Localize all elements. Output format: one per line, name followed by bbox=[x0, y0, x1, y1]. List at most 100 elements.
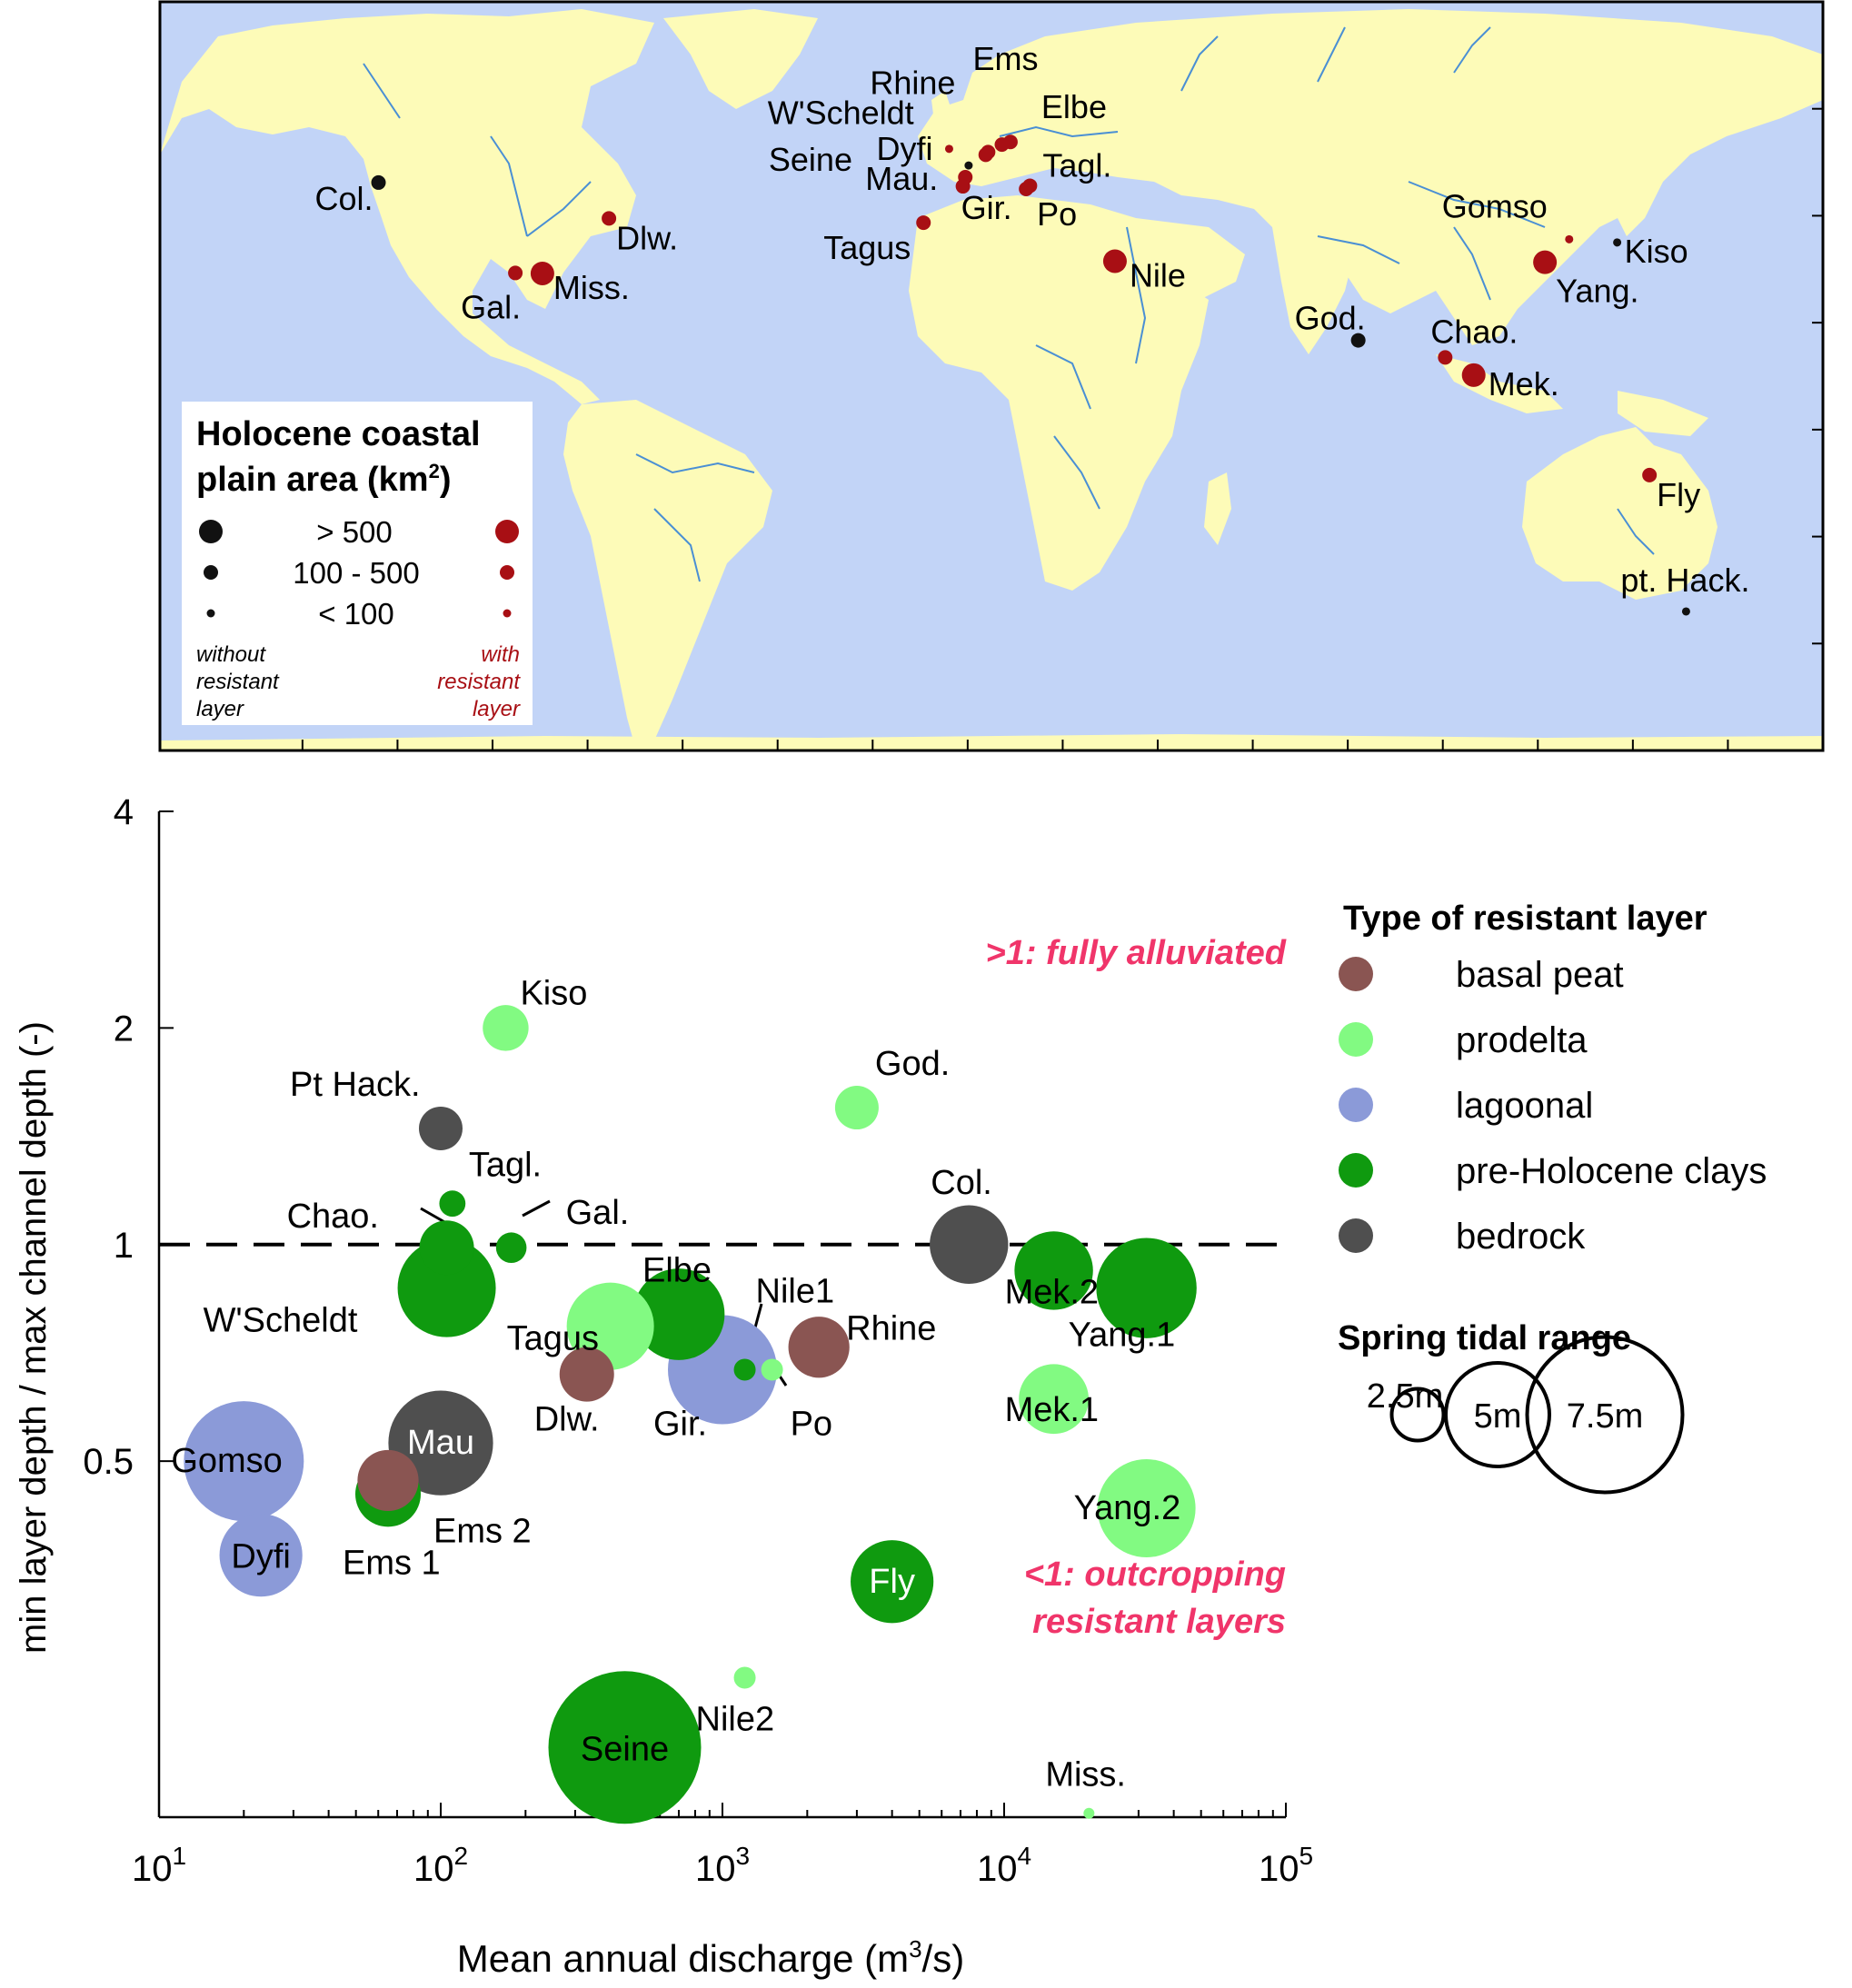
legend-size-small-black bbox=[206, 609, 215, 618]
data-point bbox=[495, 1232, 527, 1264]
data-points bbox=[184, 1005, 1197, 1824]
data-label: Dyfi bbox=[231, 1538, 290, 1576]
data-point bbox=[632, 1268, 725, 1360]
data-label: Miss. bbox=[1045, 1756, 1126, 1794]
y-tick-label: 4 bbox=[114, 792, 134, 832]
size-legend-circle bbox=[1525, 1335, 1685, 1495]
x-tick-label: 105 bbox=[1259, 1842, 1313, 1889]
data-label: Gir. bbox=[653, 1405, 707, 1443]
land-japan bbox=[1618, 154, 1663, 236]
map-site-label: Gal. bbox=[461, 288, 521, 325]
map-site-label: God. bbox=[1295, 300, 1366, 337]
data-label: God. bbox=[875, 1045, 950, 1083]
data-label: Rhine bbox=[846, 1310, 936, 1348]
map-site-marker bbox=[1681, 607, 1690, 616]
data-label: Chao. bbox=[287, 1198, 379, 1236]
data-point bbox=[559, 1347, 614, 1402]
map-site-label: Dlw. bbox=[616, 219, 678, 256]
map-site-label: Tagus bbox=[823, 229, 911, 266]
y-tick-label: 1 bbox=[114, 1226, 134, 1266]
land-south-america bbox=[563, 400, 772, 750]
legend-size-large-red bbox=[495, 520, 519, 543]
type-legend-marker bbox=[1339, 957, 1373, 991]
type-legend-label: pre-Holocene clays bbox=[1456, 1151, 1767, 1191]
data-point bbox=[851, 1540, 934, 1624]
data-label: Po bbox=[791, 1405, 832, 1443]
map-legend-title-line1: Holocene coastal bbox=[196, 415, 481, 453]
x-tick-label: 102 bbox=[413, 1842, 468, 1889]
land-north-america bbox=[160, 9, 654, 404]
data-label: Col. bbox=[931, 1164, 992, 1202]
map-site-marker bbox=[981, 144, 996, 160]
type-legend-label: basal peat bbox=[1456, 955, 1624, 995]
size-legend-label: 2.5m bbox=[1367, 1377, 1443, 1416]
legend-size-medium-red bbox=[500, 565, 514, 580]
data-labels: Kiso Pt Hack. Tagl. Chao. Gal. W'Scheldt Tagus… bbox=[171, 974, 1180, 1794]
data-label: Ems 1 bbox=[343, 1544, 441, 1582]
map-site-label: Seine bbox=[769, 141, 852, 178]
land-madagascar bbox=[1204, 472, 1231, 545]
data-label: W'Scheldt bbox=[204, 1302, 358, 1340]
scatter-plot-panel: 101 102 103 104 105 0.5 1 2 4 Mean annual disch… bbox=[14, 792, 1767, 1980]
data-point bbox=[184, 1401, 304, 1522]
y-tick-label: 2 bbox=[114, 1009, 134, 1049]
map-site-label: Gomso bbox=[1442, 187, 1548, 224]
type-legend-marker bbox=[1339, 1022, 1373, 1057]
data-point bbox=[788, 1317, 850, 1378]
legend-caption-with-3: layer bbox=[473, 697, 521, 721]
legend-caption-without-3: layer bbox=[196, 697, 244, 721]
data-label: Pt Hack. bbox=[290, 1066, 421, 1104]
data-label: Tagus bbox=[507, 1320, 599, 1358]
map-site-marker bbox=[916, 215, 931, 231]
map-site-label: Chao. bbox=[1430, 313, 1518, 350]
land-arabia bbox=[1136, 218, 1245, 300]
data-point bbox=[419, 1106, 463, 1150]
map-site-marker bbox=[955, 179, 971, 194]
data-point bbox=[397, 1238, 496, 1337]
map-site-label: Po bbox=[1037, 195, 1077, 233]
legend-size-medium-black bbox=[204, 565, 218, 580]
legend-size-label-small: < 100 bbox=[318, 597, 394, 631]
type-legend-label: lagoonal bbox=[1456, 1086, 1593, 1126]
map-site-label: Mek. bbox=[1489, 365, 1559, 403]
data-point bbox=[761, 1358, 783, 1381]
map-site-marker bbox=[1002, 134, 1018, 150]
map-site-marker bbox=[1350, 333, 1366, 348]
map-site-marker bbox=[530, 261, 554, 285]
annotation-outcropping-line1: <1: outcropping bbox=[1024, 1556, 1286, 1594]
size-legend-circle bbox=[1389, 1387, 1446, 1443]
land-india bbox=[1272, 227, 1354, 354]
map-site-label: Gir. bbox=[961, 189, 1012, 226]
map-site-marker bbox=[1102, 249, 1127, 273]
legend-caption-without-1: without bbox=[196, 642, 266, 667]
land-eurasia bbox=[918, 9, 1823, 345]
data-point bbox=[1019, 1364, 1089, 1435]
data-point bbox=[483, 1005, 529, 1051]
map-site-marker bbox=[1533, 250, 1558, 274]
type-legend-title: Type of resistant layer bbox=[1343, 900, 1708, 938]
data-label: Yang.2 bbox=[1074, 1489, 1181, 1527]
data-point bbox=[733, 1358, 756, 1381]
legend-size-label-medium: 100 - 500 bbox=[293, 556, 419, 590]
x-axis-label: Mean annual discharge (m3/s) bbox=[457, 1935, 964, 1980]
map-site-marker bbox=[944, 144, 953, 154]
data-label: Kiso bbox=[520, 974, 587, 1012]
x-tick-label: 101 bbox=[132, 1842, 186, 1889]
map-site-label: Miss. bbox=[553, 269, 630, 306]
data-label: Elbe bbox=[642, 1252, 712, 1290]
data-label: Mek.2 bbox=[1005, 1273, 1099, 1311]
map-site-label: Col. bbox=[315, 180, 373, 217]
data-point bbox=[1083, 1807, 1095, 1819]
data-point bbox=[219, 1514, 303, 1597]
data-point bbox=[419, 1220, 474, 1276]
map-site-marker bbox=[1461, 363, 1486, 387]
data-label: Gomso bbox=[171, 1442, 282, 1480]
x-tick-label: 104 bbox=[977, 1842, 1031, 1889]
data-point bbox=[548, 1671, 702, 1824]
map-ticks bbox=[301, 107, 1823, 750]
map-rivers bbox=[363, 26, 1655, 582]
map-site-marker bbox=[1642, 467, 1658, 482]
annotation-outcropping-line2: resistant layers bbox=[1032, 1603, 1286, 1641]
legend-size-large-black bbox=[199, 520, 223, 543]
land-new-guinea bbox=[1618, 391, 1708, 436]
